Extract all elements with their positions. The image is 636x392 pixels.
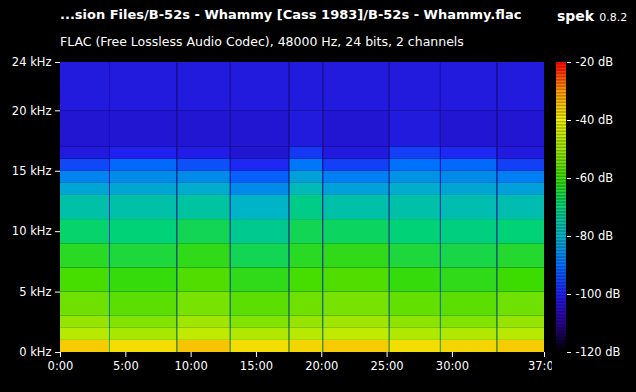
svg-text:-60 dB: -60 dB	[576, 171, 614, 185]
svg-text:10 kHz: 10 kHz	[12, 224, 52, 238]
svg-text:-100 dB: -100 dB	[576, 287, 621, 301]
svg-text:-40 dB: -40 dB	[576, 113, 614, 127]
svg-text:37:03: 37:03	[527, 358, 562, 373]
svg-text:25:00: 25:00	[371, 359, 404, 373]
svg-text:15:00: 15:00	[240, 359, 273, 373]
html-text:spek 0.8.2: spek 0.8.2	[557, 8, 628, 24]
html-text:FLAC (Free Lossless Audio Code: FLAC (Free Lossless Audio Codec), 48000 …	[60, 34, 464, 49]
html-text:...sion Files/B-52s - Whammy [: ...sion Files/B-52s - Whammy [Cass 1983]…	[60, 7, 522, 22]
svg-text:24 kHz: 24 kHz	[12, 55, 52, 69]
svg-text:30:00: 30:00	[436, 359, 469, 373]
svg-text:15 kHz: 15 kHz	[12, 164, 52, 178]
svg-text:20:00: 20:00	[305, 359, 338, 373]
svg-text:-20 dB: -20 dB	[576, 55, 614, 69]
svg-text:-120 dB: -120 dB	[576, 345, 621, 359]
svg-text:5 kHz: 5 kHz	[19, 285, 51, 299]
svg-text:0:00: 0:00	[48, 359, 74, 373]
svg-text:20 kHz: 20 kHz	[12, 104, 52, 118]
svg-text:0 kHz: 0 kHz	[19, 345, 51, 359]
svg-text:10:00: 10:00	[175, 359, 208, 373]
svg-text:-80 dB: -80 dB	[576, 229, 614, 243]
svg-text:5:00: 5:00	[113, 359, 139, 373]
